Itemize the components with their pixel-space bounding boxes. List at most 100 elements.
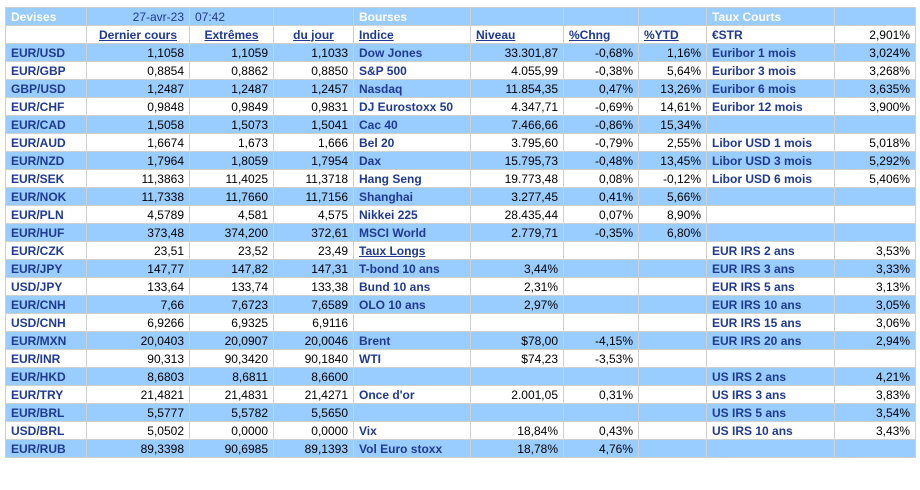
index-level [470, 367, 564, 386]
index-ytd [638, 403, 707, 422]
index-level: 33.301,87 [470, 43, 564, 62]
chng-header: %Chng [563, 25, 639, 44]
day-high: 11,7660 [189, 187, 274, 206]
rate-value: 5,406% [834, 169, 916, 188]
index-change: -3,53% [563, 349, 639, 368]
currency-pair: EUR/CZK [5, 241, 87, 260]
rate-value: 3,33% [834, 259, 916, 278]
rate-name: Libor USD 6 mois [706, 169, 835, 188]
index-name: Brent [353, 331, 471, 350]
table-row: USD/JPY 133,64 133,74 133,38 Bund 10 ans 2,31… [5, 277, 916, 296]
last-price: 90,313 [86, 349, 190, 368]
index-level: 15.795,73 [470, 151, 564, 170]
day-low: 4,575 [273, 205, 354, 224]
day-high: 147,82 [189, 259, 274, 278]
empty-cell [273, 7, 354, 26]
index-ytd [638, 313, 707, 332]
index-name: Dax [353, 151, 471, 170]
index-name: Bel 20 [353, 133, 471, 152]
rate-value [834, 349, 916, 368]
day-low: 6,9116 [273, 313, 354, 332]
index-ytd [638, 241, 707, 260]
currency-pair: USD/JPY [5, 277, 87, 296]
last-price: 4,5789 [86, 205, 190, 224]
table-row: EUR/RUB 89,3398 90,6985 89,1393 Vol Euro sto… [5, 439, 916, 458]
currency-pair: EUR/INR [5, 349, 87, 368]
empty-cell [834, 7, 916, 26]
day-high: 1,1059 [189, 43, 274, 62]
date-cell: 27-avr-23 [86, 7, 190, 26]
currency-pair: EUR/BRL [5, 403, 87, 422]
table-row: EUR/TRY 21,4821 21,4831 21,4271 Once d'or 2.0… [5, 385, 916, 404]
day-low: 8,6600 [273, 367, 354, 386]
rate-value: 3,05% [834, 295, 916, 314]
last-price: 11,7338 [86, 187, 190, 206]
table-row: USD/BRL 5,0502 0,0000 0,0000 Vix 18,84% 0,43% U… [5, 421, 916, 440]
empty-cell [638, 7, 707, 26]
rate-value: 3,43% [834, 421, 916, 440]
last-price: 1,7964 [86, 151, 190, 170]
last-price: 23,51 [86, 241, 190, 260]
table-row: GBP/USD 1,2487 1,2487 1,2457 Nasdaq 11.854,35… [5, 79, 916, 98]
rate-name: EUR IRS 5 ans [706, 277, 835, 296]
last-price: 147,77 [86, 259, 190, 278]
day-low: 0,0000 [273, 421, 354, 440]
rate-value [834, 205, 916, 224]
last-price: 8,6803 [86, 367, 190, 386]
table-row: EUR/CAD 1,5058 1,5073 1,5041 Cac 40 7.466,66-… [5, 115, 916, 134]
index-name: OLO 10 ans [353, 295, 471, 314]
index-level: 18,84% [470, 421, 564, 440]
index-name: Bund 10 ans [353, 277, 471, 296]
index-change: 0,41% [563, 187, 639, 206]
index-name [353, 403, 471, 422]
index-change: 0,07% [563, 205, 639, 224]
day-low: 0,8850 [273, 61, 354, 80]
rate-name: Euribor 3 mois [706, 61, 835, 80]
table-row: EUR/CNH 7,66 7,6723 7,6589 OLO 10 ans 2,97% EU… [5, 295, 916, 314]
currency-pair: EUR/USD [5, 43, 87, 62]
day-low: 20,0046 [273, 331, 354, 350]
index-ytd: 2,55% [638, 133, 707, 152]
index-name: Vix [353, 421, 471, 440]
rate-value: 3,268% [834, 61, 916, 80]
index-level: 2.779,71 [470, 223, 564, 242]
day-high: 4,581 [189, 205, 274, 224]
estr-label: €STR [706, 25, 835, 44]
index-ytd [638, 259, 707, 278]
index-change: 0,08% [563, 169, 639, 188]
rate-value: 3,024% [834, 43, 916, 62]
index-change [563, 313, 639, 332]
rate-value: 3,635% [834, 79, 916, 98]
day-low: 7,6589 [273, 295, 354, 314]
day-high: 6,9325 [189, 313, 274, 332]
index-ytd [638, 385, 707, 404]
index-ytd: 8,90% [638, 205, 707, 224]
table-row: EUR/INR 90,313 90,3420 90,1840 WTI $74,23 -3,5… [5, 349, 916, 368]
index-name: T-bond 10 ans [353, 259, 471, 278]
index-ytd: 5,64% [638, 61, 707, 80]
index-name: Vol Euro stoxx [353, 439, 471, 458]
index-change [563, 367, 639, 386]
index-level: 3.795,60 [470, 133, 564, 152]
index-ytd [638, 331, 707, 350]
day-low: 90,1840 [273, 349, 354, 368]
currency-pair: EUR/CNH [5, 295, 87, 314]
last-price: 7,66 [86, 295, 190, 314]
day-high: 90,3420 [189, 349, 274, 368]
table-row: EUR/CZK 23,51 23,52 23,49 Taux Longs EUR IRS … [5, 241, 916, 260]
day-low: 89,1393 [273, 439, 354, 458]
table-row: EUR/JPY 147,77 147,82 147,31 T-bond 10 ans 3,… [5, 259, 916, 278]
rate-name: Euribor 12 mois [706, 97, 835, 116]
index-name: Once d'or [353, 385, 471, 404]
index-ytd: 13,26% [638, 79, 707, 98]
empty-cell [563, 7, 639, 26]
index-name: WTI [353, 349, 471, 368]
currency-pair: EUR/RUB [5, 439, 87, 458]
day-high: 1,673 [189, 133, 274, 152]
day-low: 1,666 [273, 133, 354, 152]
last-price: 373,48 [86, 223, 190, 242]
currency-pair: EUR/GBP [5, 61, 87, 80]
rate-value: 5,018% [834, 133, 916, 152]
last-price: 133,64 [86, 277, 190, 296]
rate-name: Libor USD 1 mois [706, 133, 835, 152]
